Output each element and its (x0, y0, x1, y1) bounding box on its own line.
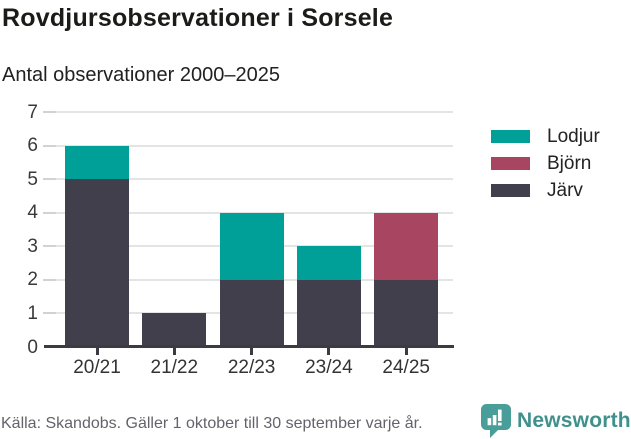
y-axis-tick (43, 178, 56, 181)
bar-segment-lodjur-22-23 (219, 212, 284, 280)
x-axis-ticks (48, 348, 453, 358)
x-axis-tick-label: 23/24 (305, 357, 353, 378)
legend-label: Lodjur (547, 126, 600, 147)
bar-segment-björn-24-25 (374, 212, 439, 280)
legend-item-björn: Björn (491, 153, 600, 174)
x-axis-tick (250, 348, 254, 355)
x-axis-tick-label: 21/22 (150, 357, 199, 378)
x-axis-tick (404, 348, 408, 355)
x-axis-labels: 20/21 21/22 22/23 23/24 24/25 (48, 357, 453, 381)
bar-segment-järv-23-24 (296, 279, 361, 347)
legend-swatch (491, 157, 530, 170)
brand-name: Newsworthy (517, 409, 631, 432)
legend-label: Järv (547, 180, 583, 201)
y-axis-tick (43, 245, 56, 248)
y-axis-tick (43, 211, 56, 214)
x-axis-line (44, 345, 454, 348)
y-axis-tick-label: 0 (27, 336, 38, 358)
y-axis-tick-label: 7 (27, 101, 38, 123)
chart-subtitle: Antal observationer 2000–2025 (2, 64, 280, 86)
x-axis-tick (95, 348, 99, 355)
legend-label: Björn (547, 153, 592, 174)
y-axis-tick (43, 278, 56, 281)
bar-segment-järv-22-23 (219, 279, 284, 347)
y-axis-tick (43, 312, 56, 315)
gridline (48, 111, 453, 113)
x-axis-tick (172, 348, 176, 355)
y-axis-tick (43, 111, 56, 113)
y-axis-tick (43, 144, 56, 147)
y-axis-tick-label: 4 (27, 202, 38, 224)
bar-segment-järv-21-22 (142, 313, 207, 347)
legend-item-järv: Järv (491, 180, 600, 201)
x-axis-tick-label: 20/21 (73, 357, 121, 378)
gridline (48, 178, 453, 181)
y-axis-tick-label: 1 (27, 302, 38, 324)
gridline (48, 211, 453, 214)
chart-title: Rovdjursobservationer i Sorsele (2, 4, 394, 32)
y-axis-tick-label: 2 (27, 269, 38, 291)
legend: Lodjur Björn Järv (491, 126, 600, 211)
x-axis-tick-label: 24/25 (382, 357, 430, 378)
x-axis-tick-label: 22/23 (227, 357, 276, 378)
legend-item-lodjur: Lodjur (491, 126, 600, 147)
bar-segment-järv-24-25 (374, 279, 439, 347)
legend-swatch (491, 130, 530, 143)
y-axis-tick-label: 6 (27, 135, 38, 157)
bar-segment-järv-20-21 (65, 179, 129, 347)
plot-area (43, 111, 453, 347)
y-axis: 0 1 2 3 4 5 6 7 (0, 102, 38, 358)
brand-logo: Newsworthy (480, 403, 631, 438)
bar-segment-lodjur-20-21 (65, 145, 129, 180)
legend-swatch (491, 184, 530, 197)
y-axis-tick-label: 5 (27, 168, 38, 190)
x-axis-tick (327, 348, 331, 355)
source-note: Källa: Skandobs. Gäller 1 oktober till 3… (1, 415, 423, 432)
gridline (48, 144, 453, 147)
newsworthy-icon (481, 404, 511, 438)
y-axis-tick-label: 3 (27, 235, 38, 257)
bar-segment-lodjur-23-24 (296, 246, 361, 280)
